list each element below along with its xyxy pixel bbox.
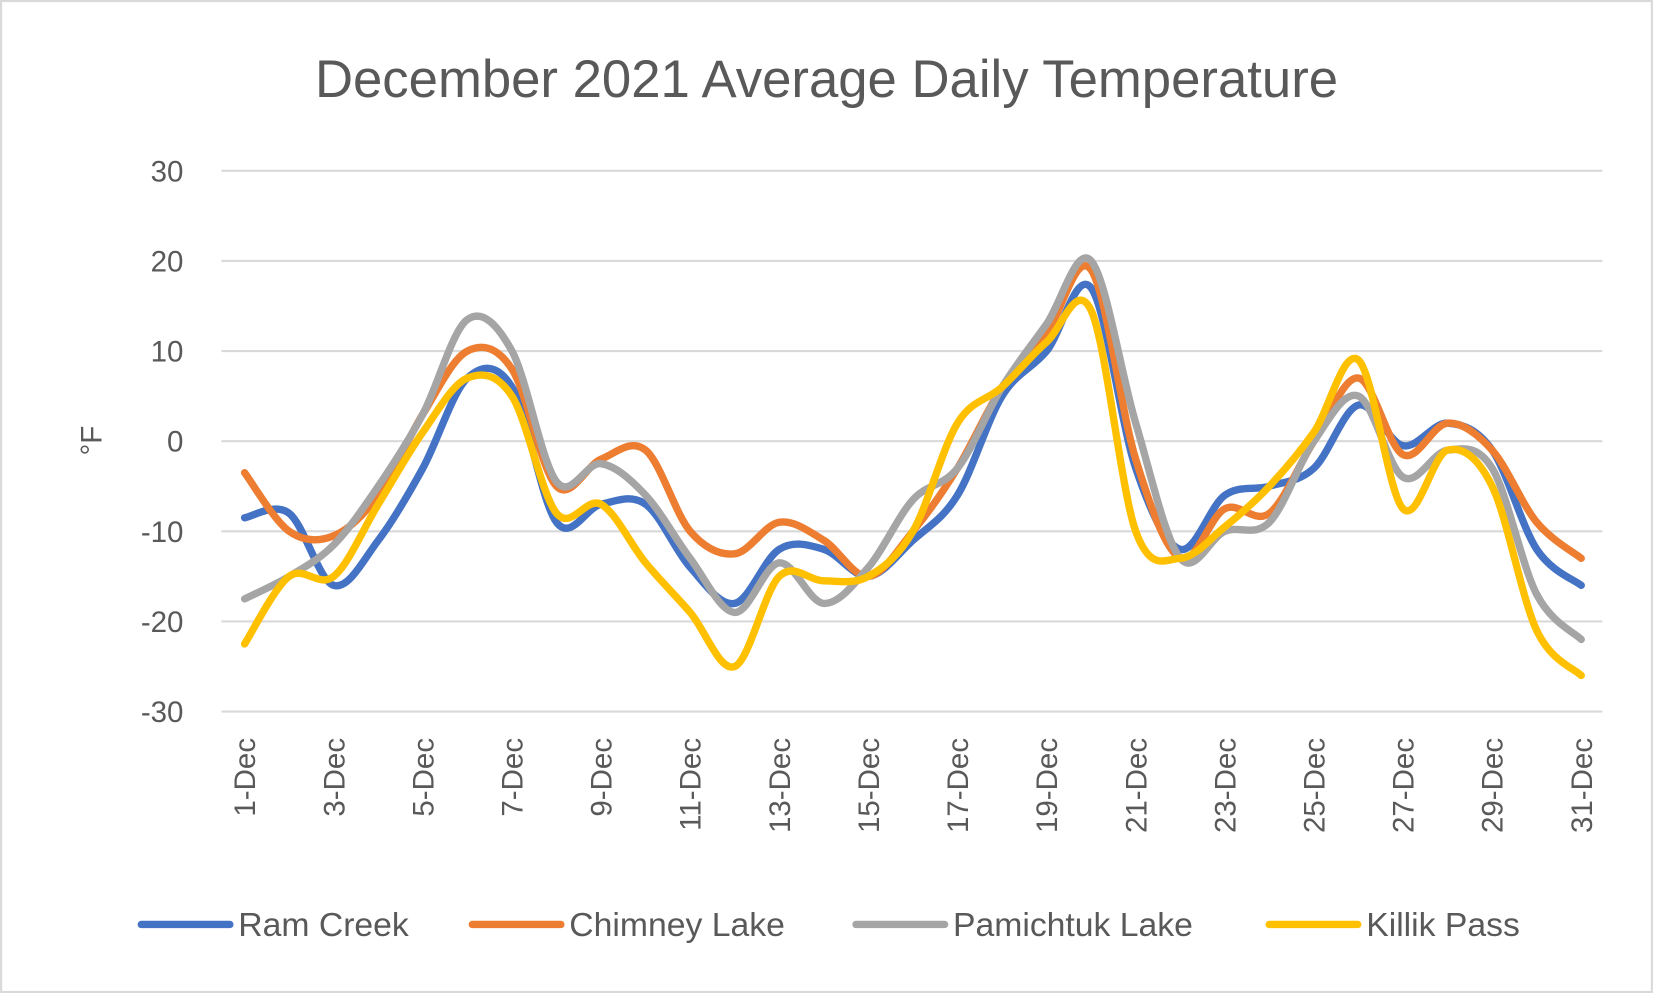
x-tick-label: 21-Dec (1120, 738, 1153, 833)
legend-label: Killik Pass (1366, 906, 1520, 944)
y-tick-label: 30 (151, 155, 184, 188)
x-tick-label: 3-Dec (318, 738, 351, 817)
legend-label: Chimney Lake (569, 906, 785, 944)
legend: Ram Creek Chimney Lake Pamichtuk Lake Killi… (137, 906, 1520, 944)
x-tick-label: 31-Dec (1566, 738, 1599, 833)
x-tick-label: 17-Dec (942, 738, 975, 833)
x-tick-label: 25-Dec (1298, 738, 1331, 833)
y-tick-label: -10 (141, 516, 184, 549)
legend-label: Pamichtuk Lake (953, 906, 1193, 944)
y-tick-labels: 30 20 10 0 -10 -20 -30 (141, 155, 184, 729)
x-tick-label: 29-Dec (1477, 738, 1510, 833)
x-tick-label: 27-Dec (1388, 738, 1421, 833)
series-line-pamichtuk-lake (240, 254, 1585, 644)
x-tick-label: 5-Dec (407, 738, 440, 817)
y-tick-label: 10 (151, 336, 184, 369)
x-tick-label: 7-Dec (496, 738, 529, 817)
x-tick-label: 19-Dec (1031, 738, 1064, 833)
series-line-killik-pass (240, 296, 1585, 680)
x-tick-label: 13-Dec (764, 738, 797, 833)
x-tick-label: 23-Dec (1209, 738, 1242, 833)
x-tick-label: 15-Dec (853, 738, 886, 833)
y-tick-label: -20 (141, 606, 184, 639)
x-tick-label: 11-Dec (675, 738, 708, 831)
series-line-chimney-lake (240, 262, 1585, 581)
x-tick-label: 1-Dec (229, 738, 262, 817)
y-axis-label: °F (75, 426, 108, 456)
y-tick-label: -30 (141, 696, 184, 729)
chart-title: December 2021 Average Daily Temperature (315, 50, 1338, 109)
series-lines (240, 254, 1585, 680)
x-tick-label: 9-Dec (586, 738, 619, 817)
y-tick-label: 0 (167, 426, 183, 459)
legend-label: Ram Creek (238, 906, 409, 944)
x-tick-labels: 1-Dec 3-Dec 5-Dec 7-Dec 9-Dec 11-Dec 13-Dec 15-… (229, 738, 1599, 833)
y-tick-label: 20 (151, 245, 184, 278)
